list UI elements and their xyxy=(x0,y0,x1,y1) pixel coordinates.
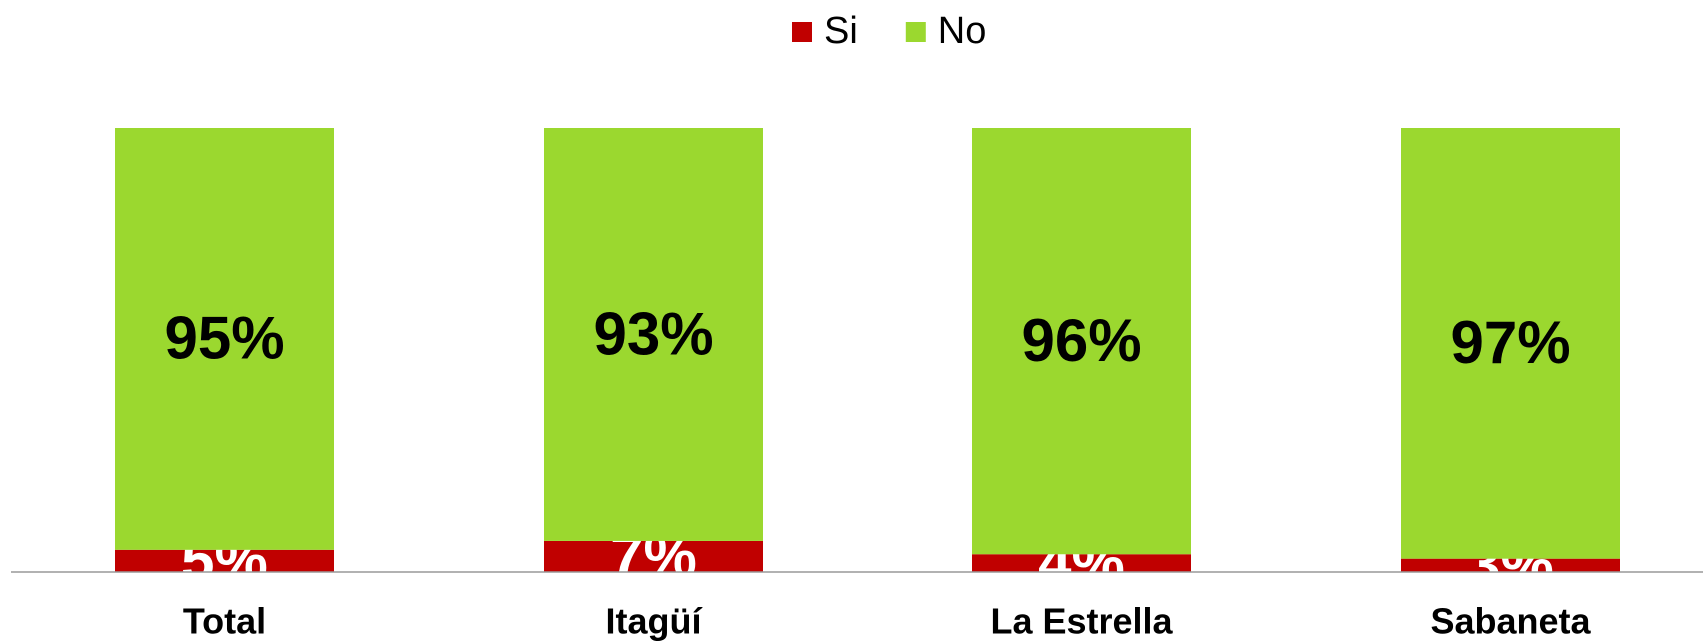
bar-segment xyxy=(544,128,763,541)
bar-segment xyxy=(972,128,1191,555)
legend-swatch xyxy=(792,22,812,42)
bar-segment xyxy=(544,540,763,572)
legend-label: No xyxy=(938,10,987,52)
bar-segment xyxy=(115,128,334,550)
legend-swatch xyxy=(905,22,926,42)
x-tick-label: Itagüí xyxy=(606,601,703,642)
data-label: 93% xyxy=(593,300,713,367)
legend-label: Si xyxy=(824,10,858,52)
x-tick-label: Total xyxy=(183,601,266,642)
bar-segment xyxy=(1401,558,1620,572)
bar-segment xyxy=(115,549,334,572)
bar-segment xyxy=(972,554,1191,572)
x-tick-label: Sabaneta xyxy=(1430,601,1591,642)
bar-segment xyxy=(1401,128,1620,559)
data-label: 95% xyxy=(164,305,284,372)
data-label: 96% xyxy=(1021,307,1141,374)
data-label: 97% xyxy=(1450,309,1570,376)
x-tick-label: La Estrella xyxy=(990,601,1173,642)
